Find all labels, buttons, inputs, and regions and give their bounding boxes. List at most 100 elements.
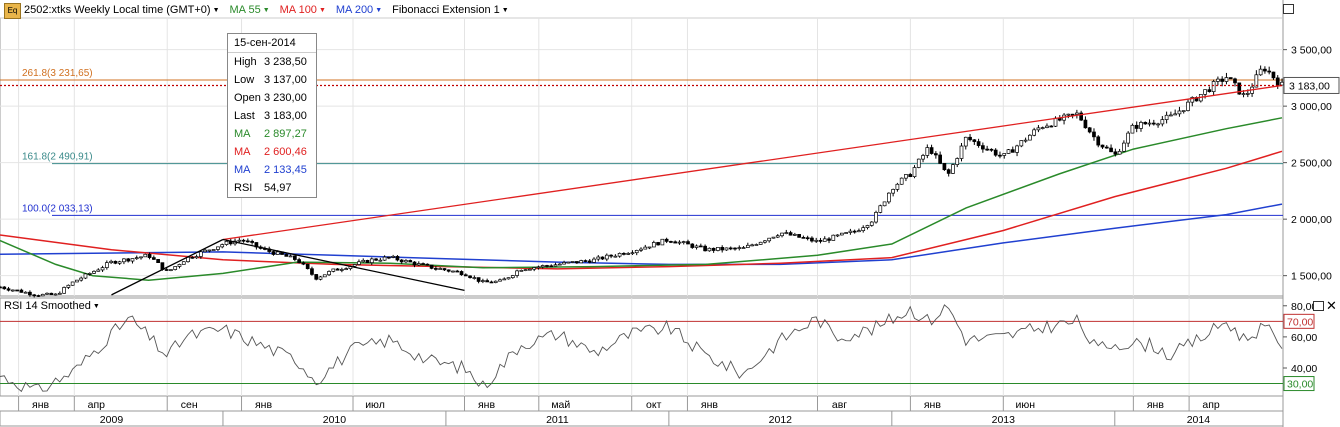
candle-body <box>434 268 438 270</box>
candle-body <box>634 250 639 254</box>
candle-body <box>767 237 772 242</box>
candle-body <box>1220 78 1225 82</box>
candle-body <box>143 253 148 258</box>
candle-body <box>1087 127 1092 133</box>
candle-body <box>271 251 276 255</box>
candle-body <box>314 274 319 280</box>
candle-body <box>1049 125 1054 128</box>
candle-body <box>1006 149 1011 154</box>
candle-body <box>690 243 695 248</box>
ma200-selector[interactable]: MA 200 ▼ <box>336 4 382 16</box>
candle-body <box>425 263 430 266</box>
close-rsi-panel-icon[interactable]: ✕ <box>1326 298 1337 313</box>
maximize-panel-icon[interactable] <box>1283 4 1294 14</box>
candle-body <box>844 232 848 234</box>
rsi-selector[interactable]: RSI 14 Smoothed ▼ <box>4 300 100 312</box>
candle-body <box>1139 122 1143 129</box>
tooltip-row: MA 2 133,45 <box>228 161 316 179</box>
year-label: 2012 <box>769 414 793 426</box>
candle-body <box>929 147 934 154</box>
candle-body <box>331 268 336 272</box>
candle-body <box>549 265 554 268</box>
candle-body <box>938 154 942 164</box>
chevron-down-icon: ▼ <box>501 6 509 14</box>
candle-body <box>23 291 28 294</box>
candle-body <box>972 139 977 142</box>
candle-body <box>775 235 780 238</box>
tooltip-row: Low 3 137,00 <box>228 71 316 89</box>
candle-body <box>899 177 904 185</box>
candle-body <box>15 289 19 292</box>
candle-body <box>553 264 558 267</box>
candle-body <box>600 256 605 260</box>
candle-body <box>1275 77 1280 86</box>
month-label: янв <box>924 399 941 411</box>
rsi-level-box <box>1283 313 1315 329</box>
y-tick-label: 2 000,00 <box>1291 214 1332 226</box>
candle-body <box>139 256 143 259</box>
candle-body <box>1092 131 1096 138</box>
candle-body <box>523 269 528 271</box>
candle-body <box>733 247 737 250</box>
candle-body <box>1019 140 1024 147</box>
candle-body <box>1228 77 1233 80</box>
candle-body <box>126 258 131 262</box>
candle-body <box>805 237 810 240</box>
fib-selector[interactable]: Fibonacci Extension 1 ▼ <box>392 4 509 16</box>
candle-body <box>416 263 421 266</box>
candle-body <box>822 238 827 242</box>
symbol-selector[interactable]: 2502:xtks Weekly Local time (GMT+0) ▼ <box>24 4 220 16</box>
candle-body <box>1267 70 1272 73</box>
candle-body <box>869 221 874 226</box>
candle-body <box>32 294 37 297</box>
candle-body <box>1271 71 1276 79</box>
tooltip-row: MA 2 897,27 <box>228 125 316 143</box>
last-price-label: 3 183,00 <box>1289 80 1330 92</box>
candle-body <box>951 164 955 174</box>
maximize-rsi-panel-icon[interactable] <box>1313 301 1324 311</box>
candle-body <box>399 259 404 263</box>
candle-body <box>728 247 733 250</box>
instrument-icon[interactable]: Eq <box>4 3 21 19</box>
candle-body <box>498 279 502 282</box>
candle-body <box>1186 101 1190 111</box>
candle-body <box>557 263 562 266</box>
y-tick-label: 3 500,00 <box>1291 45 1332 57</box>
candle-body <box>275 251 280 255</box>
last-price-box <box>1283 76 1340 94</box>
chevron-down-icon: ▼ <box>212 6 220 14</box>
candle-body <box>382 256 387 261</box>
candle-body <box>404 260 408 263</box>
candle-body <box>963 136 968 147</box>
candle-body <box>181 261 186 265</box>
candle-body <box>946 169 951 174</box>
candle-body <box>1070 113 1075 116</box>
trendline <box>111 238 224 296</box>
candle-body <box>104 262 109 268</box>
month-label: окт <box>646 399 662 411</box>
candle-body <box>421 263 425 265</box>
candle-body <box>327 271 331 276</box>
candle-body <box>429 264 434 269</box>
year-label: 2014 <box>1187 414 1211 426</box>
candle-body <box>959 145 964 159</box>
chevron-down-icon: ▼ <box>262 6 270 14</box>
candle-body <box>912 167 917 178</box>
candle-body <box>489 281 494 284</box>
ma55-selector[interactable]: MA 55 ▼ <box>230 4 270 16</box>
candle-body <box>28 291 32 296</box>
candle-body <box>1028 134 1032 141</box>
candle-body <box>83 273 88 279</box>
candle-body <box>173 266 178 270</box>
ma100-selector[interactable]: MA 100 ▼ <box>280 4 326 16</box>
candle-body <box>711 247 716 251</box>
year-label: 2013 <box>992 414 1016 426</box>
candle-body <box>357 261 361 265</box>
candle-body <box>703 245 707 252</box>
month-label: апр <box>88 399 106 411</box>
candle-body <box>318 276 323 280</box>
candle-body <box>1233 78 1237 84</box>
candle-body <box>656 242 660 246</box>
candle-body <box>887 192 891 203</box>
